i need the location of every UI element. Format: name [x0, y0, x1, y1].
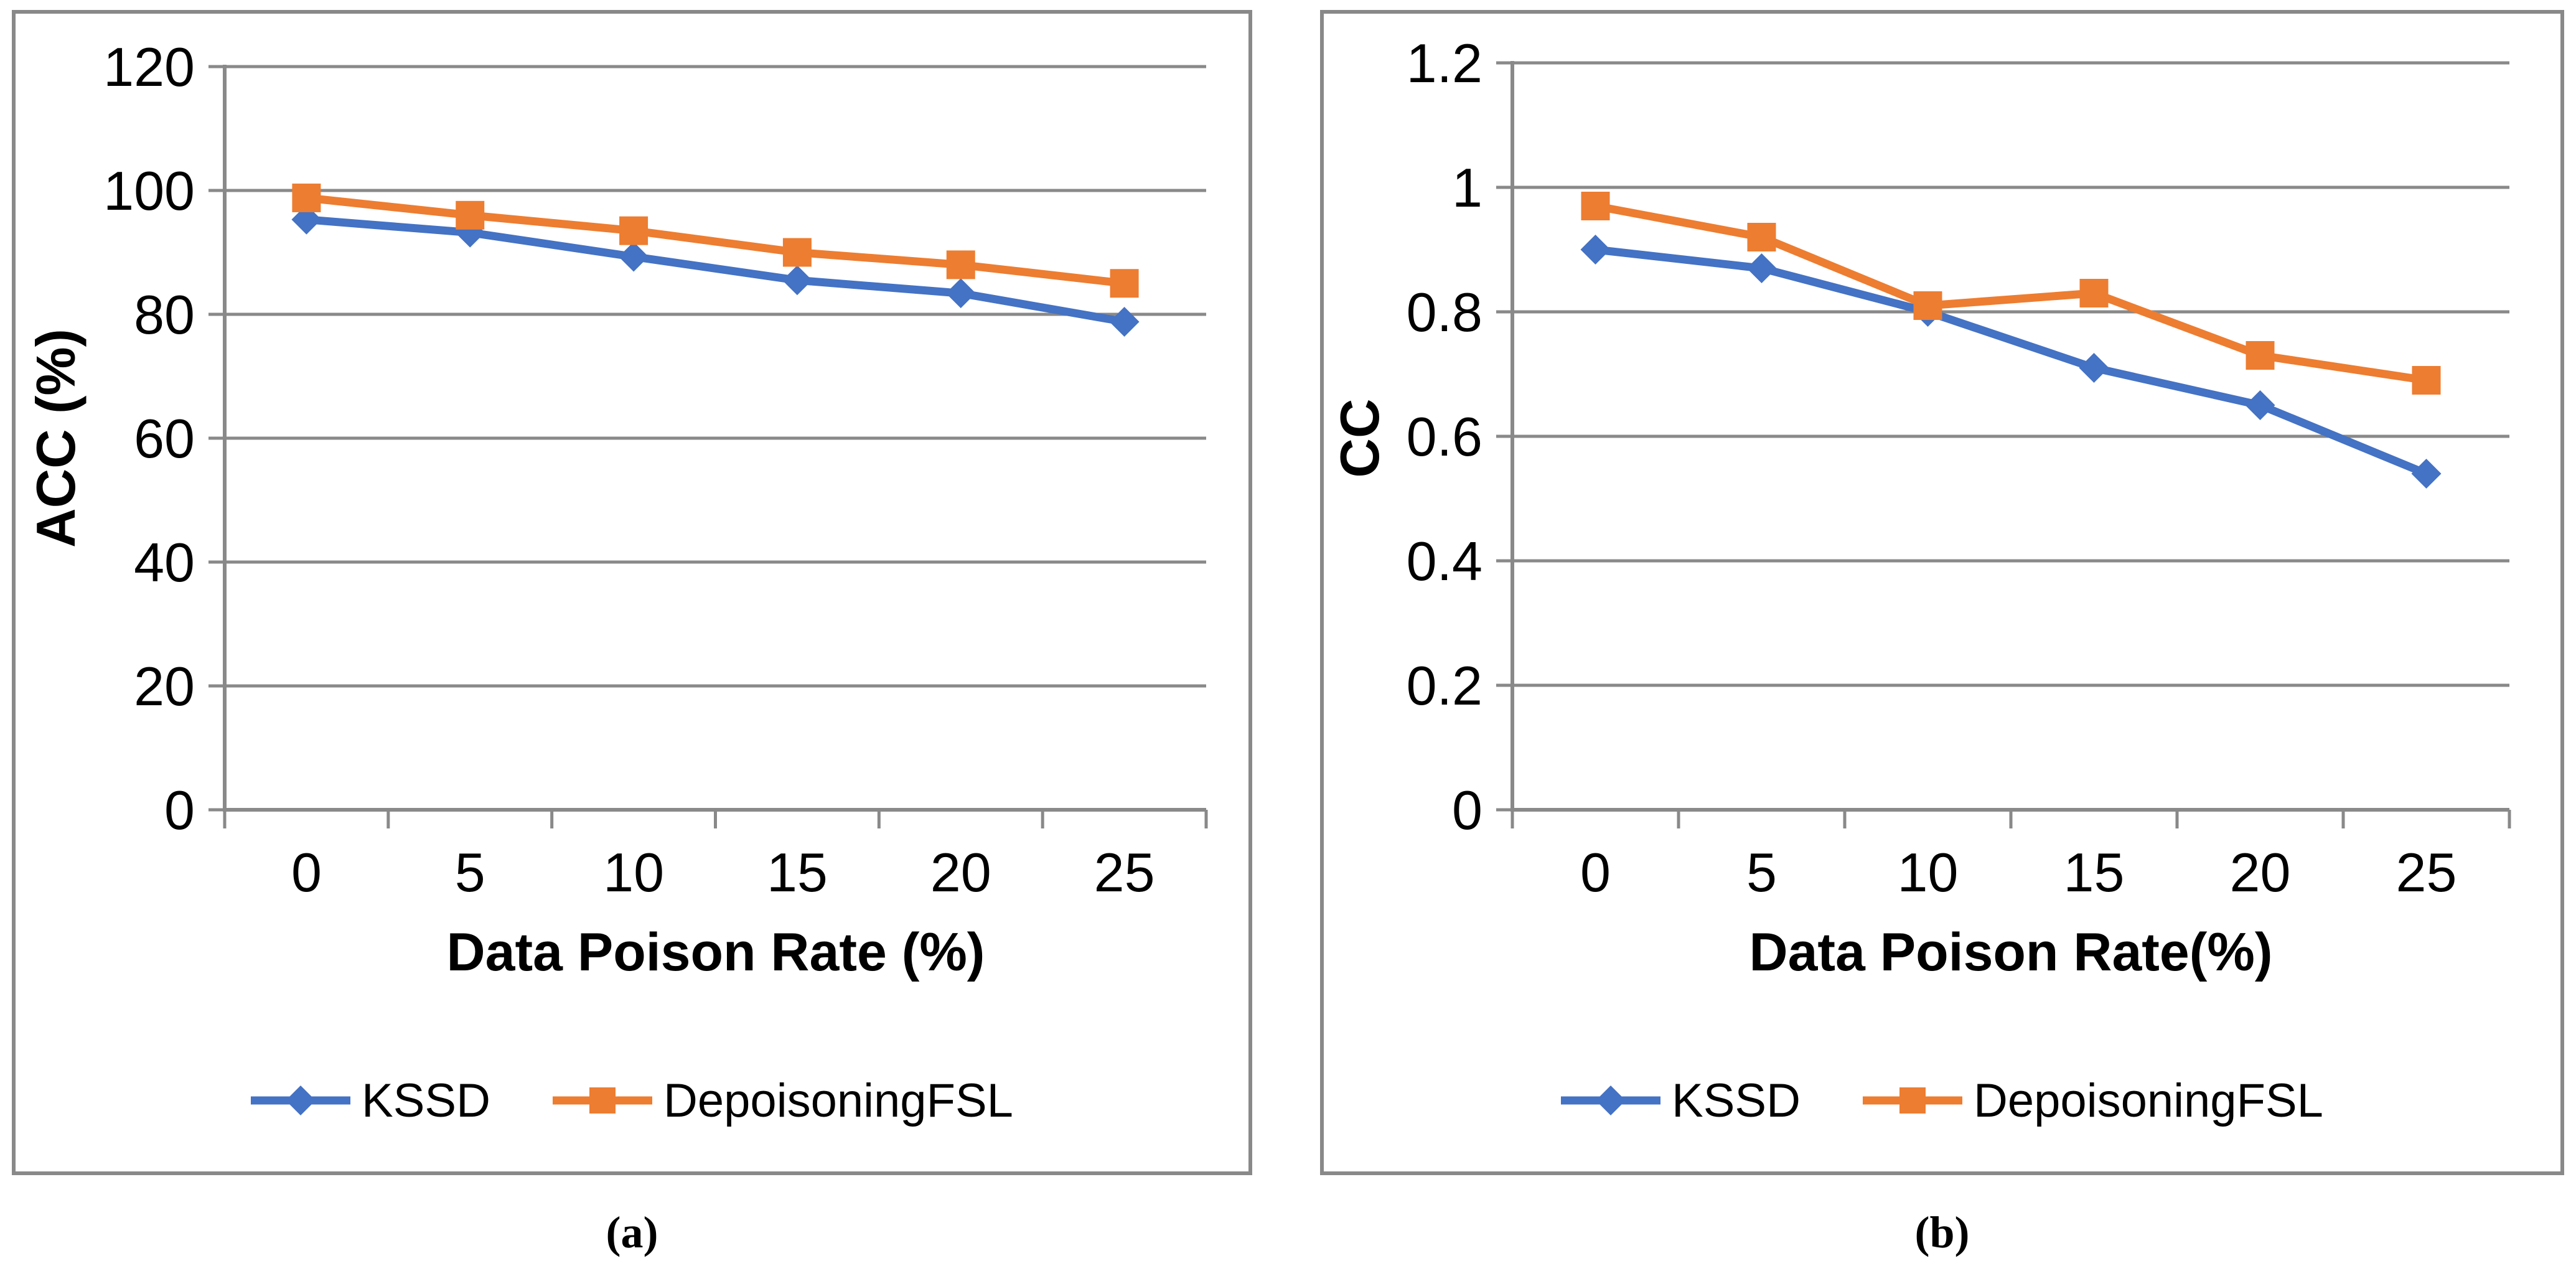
legend-item-kssd: KSSD [251, 1074, 490, 1128]
x-tick-label: 10 [603, 842, 664, 903]
legend-label-kssd: KSSD [362, 1074, 491, 1127]
panel-a-legend: KSSD DepoisoningFSL [12, 1058, 1252, 1143]
y-tick-label: 1 [1452, 157, 1482, 218]
legend-item-depoisoningfsl: DepoisoningFSL [553, 1074, 1013, 1128]
y-tick-label: 120 [103, 36, 195, 98]
panel-b-x-axis-title: Data Poison Rate(%) [1749, 922, 2273, 982]
marker-diamond-kssd [2079, 353, 2109, 383]
legend-item-kssd: KSSD [1561, 1074, 1801, 1128]
x-tick-label: 5 [1746, 842, 1777, 903]
x-tick-label: 15 [767, 842, 828, 903]
legend-label-depoisoningfsl: DepoisoningFSL [1974, 1074, 2323, 1127]
marker-diamond-kssd [1109, 306, 1140, 337]
x-tick-label: 25 [2396, 842, 2457, 903]
x-tick-label: 5 [455, 842, 485, 903]
marker-diamond-kssd [2411, 459, 2442, 489]
marker-square-depoisoningfsl [619, 216, 649, 245]
legend-label-kssd: KSSD [1672, 1074, 1801, 1127]
depoisoningfsl-line-marker-icon [1863, 1087, 1963, 1114]
y-tick-label: 0.2 [1407, 655, 1482, 716]
marker-diamond-kssd [619, 242, 649, 272]
marker-square-depoisoningfsl [2246, 341, 2275, 370]
marker-square-depoisoningfsl [456, 200, 485, 230]
series-line-depoisoningfsl [306, 194, 1125, 288]
panel-b-border [1320, 10, 2564, 1175]
y-tick-label: 0.4 [1407, 530, 1482, 592]
x-tick-label: 10 [1898, 842, 1959, 903]
series-line-kssd [1595, 245, 2428, 478]
x-tick-label: 0 [1580, 842, 1611, 903]
y-tick-label: 0.8 [1407, 281, 1482, 343]
panel-b-legend: KSSD DepoisoningFSL [1320, 1058, 2564, 1143]
panel-a-x-axis-title: Data Poison Rate (%) [446, 922, 985, 982]
kssd-line-marker-icon [251, 1086, 351, 1115]
panel-b-y-axis-title: CC [1329, 398, 1390, 478]
legend-item-depoisoningfsl: DepoisoningFSL [1863, 1074, 2323, 1128]
marker-square-depoisoningfsl [782, 238, 812, 267]
depoisoningfsl-line-marker-icon [553, 1087, 653, 1114]
marker-square-depoisoningfsl [2079, 279, 2109, 307]
legend-label-depoisoningfsl: DepoisoningFSL [663, 1074, 1013, 1127]
x-tick-label: 15 [2064, 842, 2125, 903]
marker-square-depoisoningfsl [946, 250, 975, 279]
marker-square-depoisoningfsl [2412, 366, 2441, 395]
x-tick-label: 20 [2230, 842, 2291, 903]
x-tick-label: 0 [291, 842, 322, 903]
marker-square-depoisoningfsl [1581, 192, 1610, 220]
y-tick-label: 60 [134, 408, 195, 469]
marker-diamond-kssd [945, 278, 976, 309]
kssd-line-marker-icon [1561, 1086, 1661, 1115]
y-tick-label: 0 [164, 779, 195, 841]
y-tick-label: 40 [134, 532, 195, 593]
x-tick-label: 20 [930, 842, 991, 903]
series-line-kssd [306, 215, 1125, 326]
panel-a-y-axis-title: ACC (%) [25, 329, 87, 548]
marker-square-depoisoningfsl [1110, 269, 1139, 298]
series-line-depoisoningfsl [1595, 202, 2427, 385]
y-tick-label: 80 [134, 284, 195, 345]
panel-a-border [12, 10, 1252, 1175]
y-tick-label: 1.2 [1407, 32, 1482, 94]
y-tick-label: 0 [1452, 779, 1482, 841]
panel-a-caption: (a) [606, 1207, 658, 1257]
marker-diamond-kssd [2245, 390, 2275, 420]
marker-square-depoisoningfsl [1747, 223, 1776, 251]
marker-diamond-kssd [1746, 253, 1777, 283]
marker-square-depoisoningfsl [1913, 291, 1942, 320]
y-tick-label: 20 [134, 655, 195, 717]
panel-b-caption: (b) [1914, 1207, 1970, 1257]
marker-square-depoisoningfsl [292, 183, 321, 212]
x-tick-label: 25 [1094, 842, 1155, 903]
y-tick-label: 0.6 [1407, 406, 1482, 467]
marker-diamond-kssd [1580, 235, 1611, 265]
marker-diamond-kssd [782, 265, 812, 296]
y-tick-label: 100 [103, 160, 195, 222]
